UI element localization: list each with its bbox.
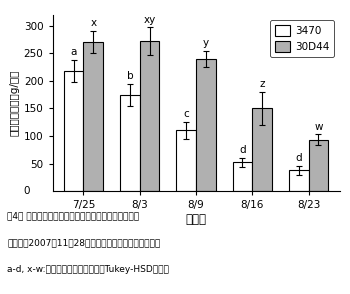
Text: a: a [70,47,77,57]
Text: y: y [203,38,209,48]
Text: a-d, x-w:播種日間で有意差あり（Tukey-HSD検定）: a-d, x-w:播種日間で有意差あり（Tukey-HSD検定） [7,265,169,274]
Bar [120,95,140,191]
Bar [64,71,83,191]
Text: z: z [259,79,265,89]
X-axis label: 播種日: 播種日 [186,213,206,226]
Legend: 3470, 30D44: 3470, 30D44 [270,20,334,57]
Bar [176,131,196,191]
Text: b: b [127,71,133,81]
Bar [252,108,272,191]
Text: x: x [90,19,96,29]
Text: xy: xy [144,15,156,25]
Bar [309,140,328,191]
Bar [83,42,103,191]
Bar [196,59,216,191]
Text: d: d [295,153,302,163]
Text: c: c [183,109,189,119]
Bar [233,162,252,191]
Text: 収穮日は2007年11月28日、収量は収穮翔日に測定した: 収穮日は2007年11月28日、収量は収穮翔日に測定した [7,238,160,247]
Text: d: d [239,145,246,155]
Text: 围4． トウモロコシの播種時期と雌穂乾物収量の関係: 围4． トウモロコシの播種時期と雌穂乾物収量の関係 [7,212,139,221]
Text: w: w [314,121,323,132]
Y-axis label: 雌跣乾物収量（g/株）: 雌跣乾物収量（g/株） [9,70,20,136]
Text: 0: 0 [23,186,29,196]
Bar [140,41,159,191]
Bar [289,170,309,191]
